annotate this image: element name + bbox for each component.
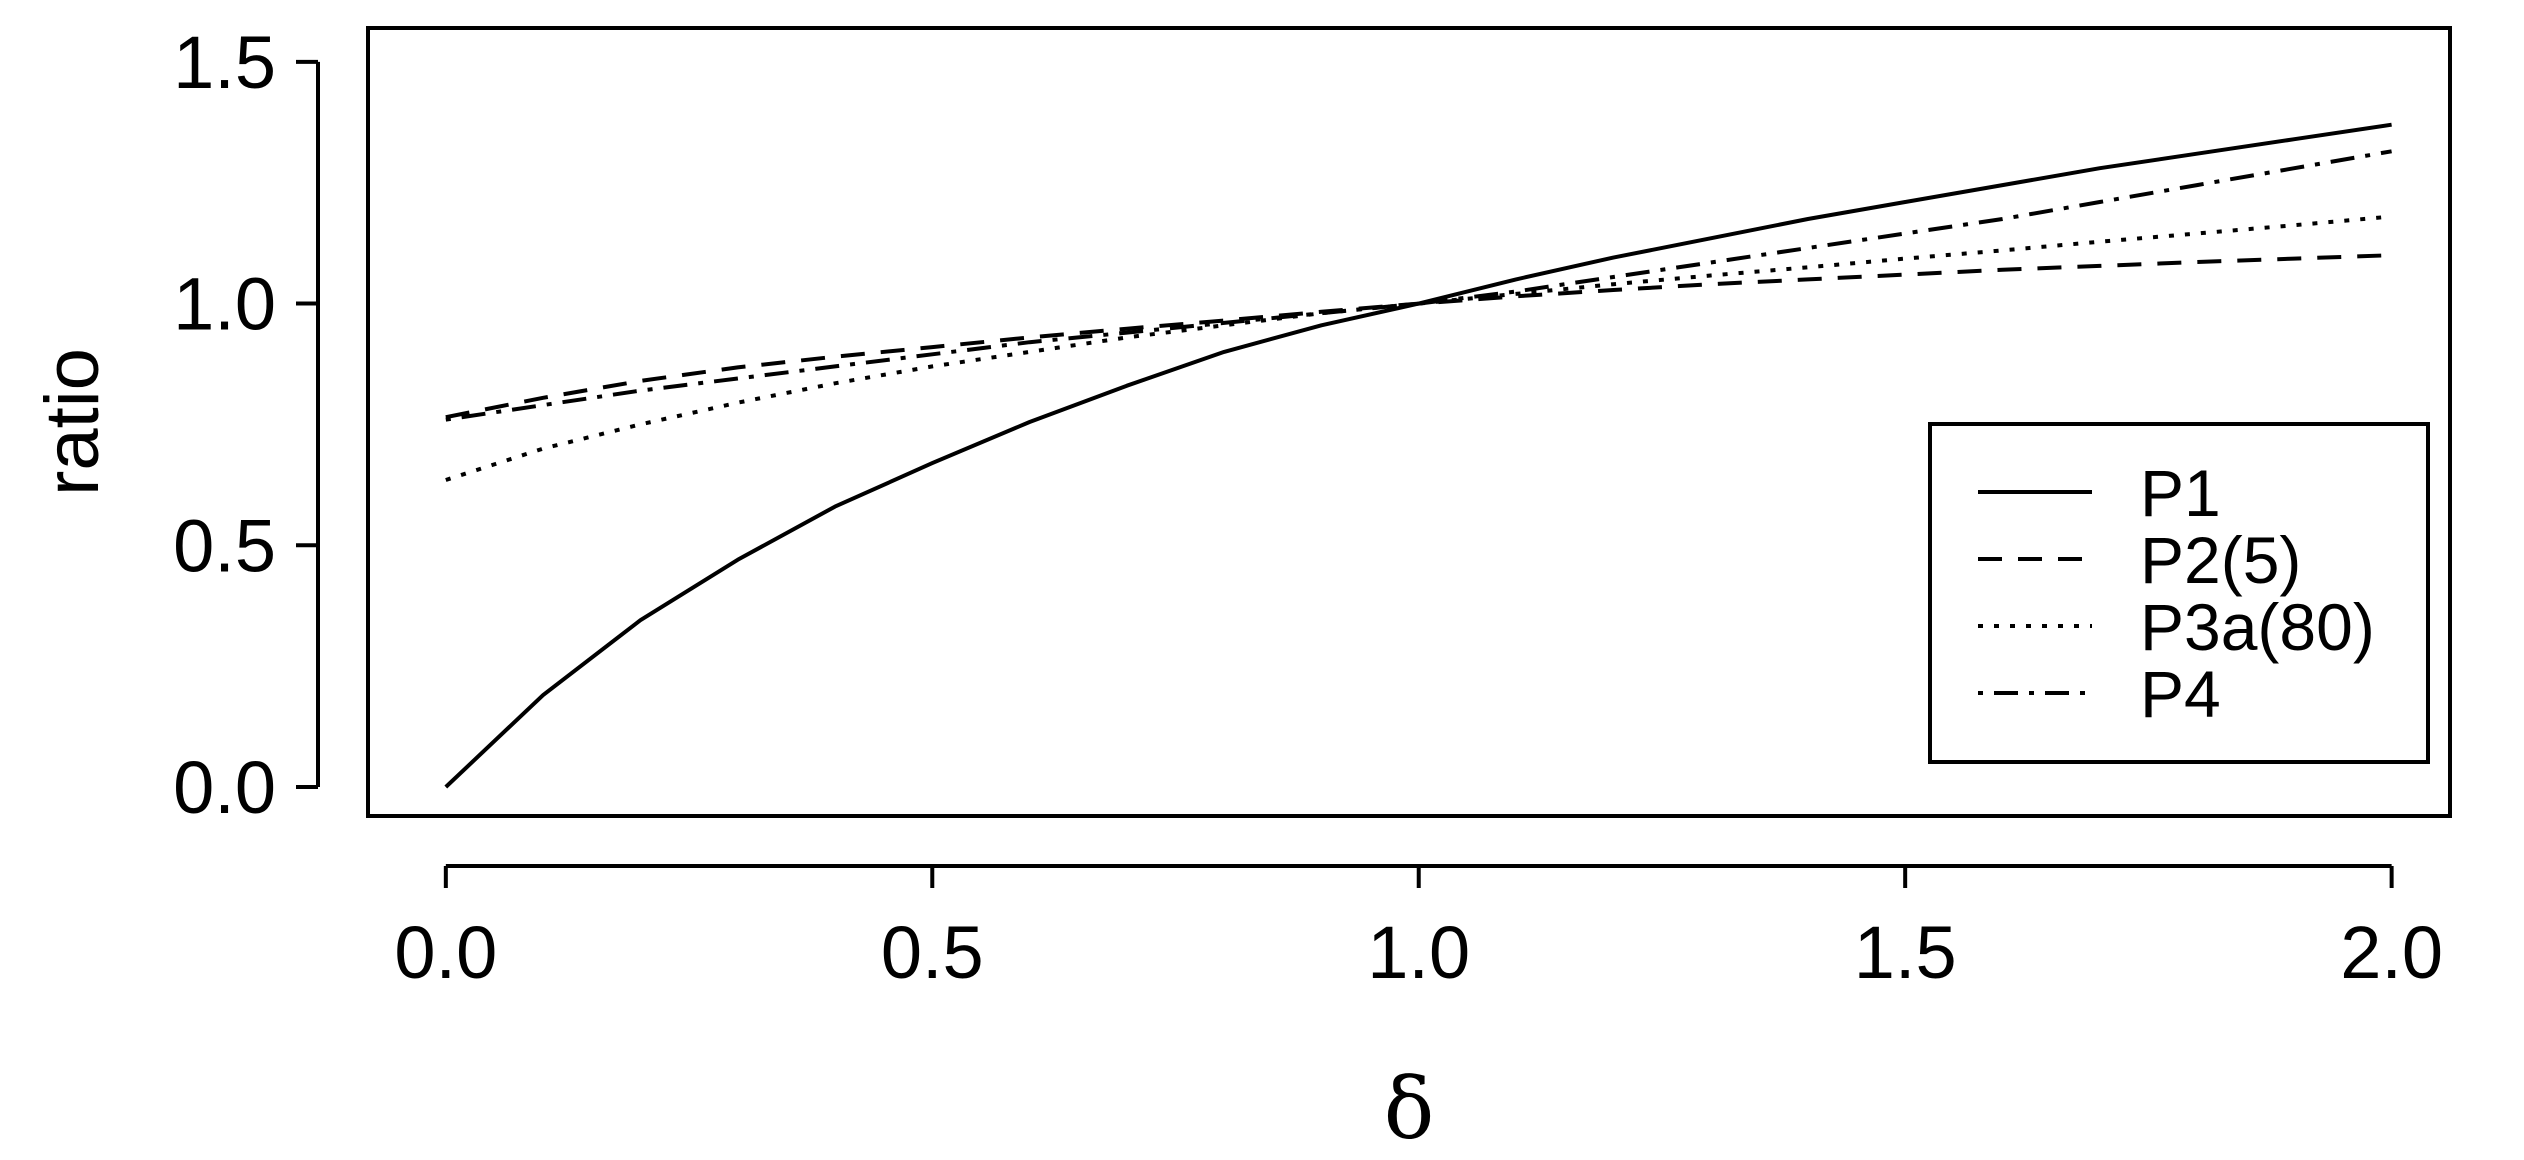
x-tick-label: 1.5 xyxy=(1854,911,1957,994)
y-axis-title: ratio xyxy=(30,348,115,496)
series-line-p4 xyxy=(445,149,2392,422)
legend-box xyxy=(1928,422,2430,764)
x-tick-label: 0.0 xyxy=(394,911,497,994)
legend-label: P3a(80) xyxy=(2140,590,2375,664)
y-tick-label: 0.5 xyxy=(173,504,276,587)
plot-series xyxy=(444,122,2392,789)
legend-label: P2(5) xyxy=(2140,523,2301,597)
y-tick-label: 1.5 xyxy=(173,21,276,104)
y-tick-label: 0.0 xyxy=(173,746,276,829)
x-tick-label: 1.0 xyxy=(1367,911,1470,994)
plot-frame xyxy=(366,26,2452,818)
axes: 0.0 0.5 1.0 1.5 2.0 0.0 0.5 1.0 1.5 δ ratio xyxy=(30,21,2452,1158)
x-tick-label: 2.0 xyxy=(2340,911,2443,994)
legend-label: P4 xyxy=(2140,657,2221,731)
legend-label: P1 xyxy=(2140,456,2221,530)
x-axis-title: δ xyxy=(1384,1060,1435,1158)
x-tick-label: 0.5 xyxy=(881,911,984,994)
y-tick-label: 1.0 xyxy=(173,263,276,346)
series-line-p25 xyxy=(445,253,2392,420)
